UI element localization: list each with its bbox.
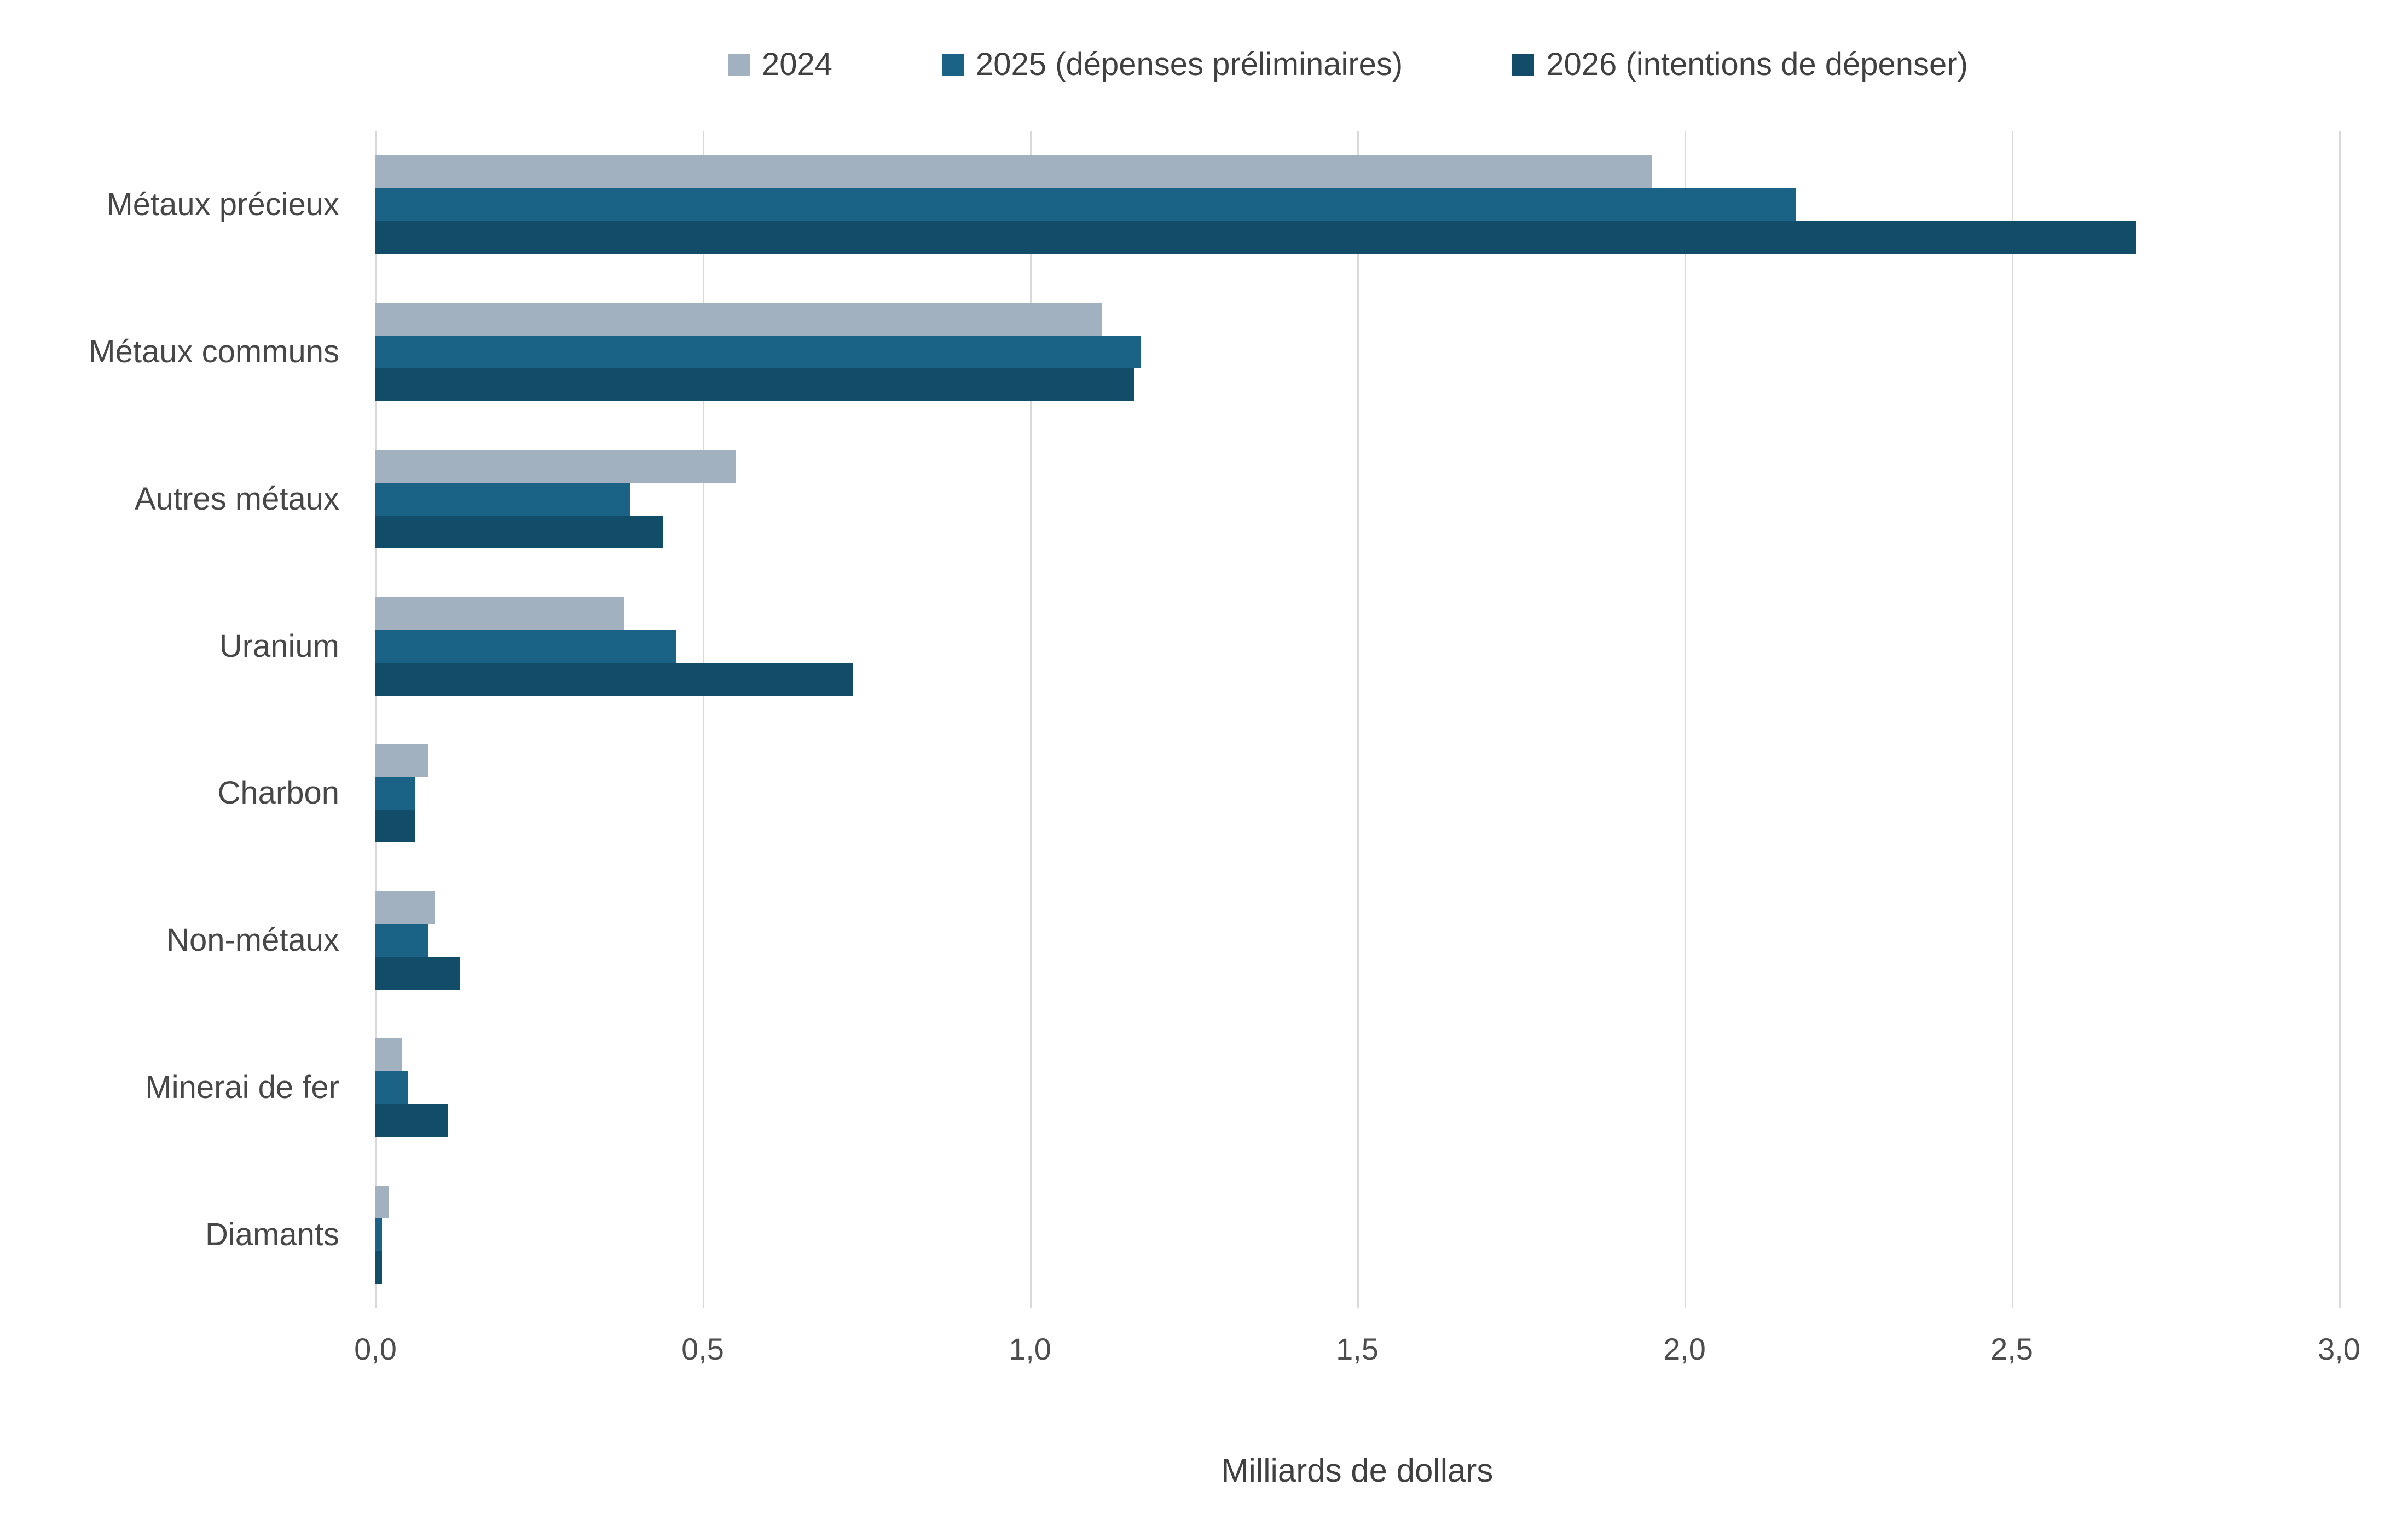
bar-group-1 bbox=[375, 131, 2339, 279]
bar-2026 bbox=[375, 515, 664, 548]
category-label: Métaux communs bbox=[89, 334, 339, 370]
bar-2025 bbox=[375, 777, 415, 810]
chart-legend: 2024 2025 (dépenses préliminaires) 2026 (i… bbox=[728, 46, 1968, 83]
legend-item-2025: 2025 (dépenses préliminaires) bbox=[942, 46, 1403, 83]
bar-2025 bbox=[375, 336, 1142, 369]
bar-group-4 bbox=[375, 573, 2339, 720]
x-tick-label: 2,5 bbox=[1990, 1332, 2033, 1366]
bar-2025 bbox=[375, 629, 677, 663]
category-label: Autres métaux bbox=[135, 481, 339, 517]
vertical-gridline bbox=[2012, 131, 2013, 1308]
legend-swatch bbox=[1512, 53, 1535, 76]
bar-2025 bbox=[375, 924, 428, 957]
vertical-gridline bbox=[1685, 131, 1686, 1308]
legend-swatch bbox=[942, 53, 964, 76]
bar-2026 bbox=[375, 1251, 382, 1284]
category-label: Minerai de fer bbox=[145, 1069, 339, 1105]
bar-2025 bbox=[375, 1218, 382, 1251]
bar-group-8 bbox=[375, 1161, 2339, 1308]
legend-swatch bbox=[728, 53, 750, 76]
vertical-gridline bbox=[2339, 131, 2341, 1308]
bar-2024 bbox=[375, 1038, 402, 1071]
bar-2024 bbox=[375, 597, 624, 630]
bar-2024 bbox=[375, 1185, 389, 1218]
bar-group-2 bbox=[375, 279, 2339, 426]
bar-2025 bbox=[375, 1071, 408, 1104]
legend-label: 2024 bbox=[762, 47, 833, 82]
bar-2026 bbox=[375, 221, 2137, 255]
bar-2026 bbox=[375, 1103, 448, 1137]
category-label: Diamants bbox=[205, 1216, 339, 1252]
vertical-gridline bbox=[1030, 131, 1032, 1308]
bar-2026 bbox=[375, 810, 415, 843]
value-axis-line bbox=[375, 131, 377, 1308]
bar-2026 bbox=[375, 662, 854, 696]
bar-group-6 bbox=[375, 867, 2339, 1014]
bar-2024 bbox=[375, 155, 1652, 189]
legend-item-2026: 2026 (intentions de dépenser) bbox=[1512, 46, 1968, 83]
bar-2024 bbox=[375, 449, 736, 483]
bar-2026 bbox=[375, 368, 1135, 402]
bar-group-5 bbox=[375, 720, 2339, 867]
bar-group-3 bbox=[375, 426, 2339, 573]
bar-2026 bbox=[375, 957, 461, 990]
x-tick-label: 1,0 bbox=[1009, 1332, 1051, 1366]
x-tick-label: 3,0 bbox=[2318, 1332, 2360, 1366]
x-tick-label: 0,5 bbox=[681, 1332, 724, 1366]
x-tick-label: 1,5 bbox=[1336, 1332, 1379, 1366]
plot-area bbox=[375, 131, 2341, 1308]
category-label: Charbon bbox=[217, 775, 339, 811]
category-label: Uranium bbox=[219, 628, 339, 664]
vertical-gridline bbox=[1357, 131, 1359, 1308]
x-tick-label: 0,0 bbox=[354, 1332, 397, 1366]
legend-item-2024: 2024 bbox=[728, 46, 832, 83]
x-tick-label: 2,0 bbox=[1663, 1332, 1706, 1366]
vertical-gridline bbox=[703, 131, 704, 1308]
bar-2025 bbox=[375, 188, 1796, 222]
bar-2025 bbox=[375, 482, 631, 516]
legend-label: 2025 (dépenses préliminaires) bbox=[976, 47, 1403, 82]
x-axis-title: Milliards de dollars bbox=[1221, 1452, 1494, 1489]
bar-2024 bbox=[375, 303, 1102, 336]
bar-2024 bbox=[375, 891, 435, 924]
category-label: Non-métaux bbox=[166, 922, 339, 958]
legend-label: 2026 (intentions de dépenser) bbox=[1546, 47, 1968, 82]
bar-2024 bbox=[375, 744, 428, 777]
bar-group-7 bbox=[375, 1014, 2339, 1161]
category-label: Métaux précieux bbox=[106, 187, 339, 223]
